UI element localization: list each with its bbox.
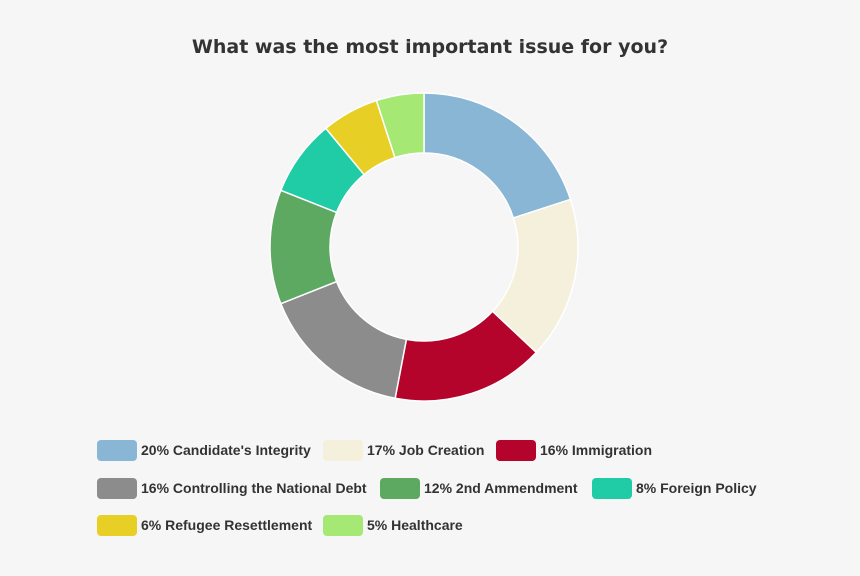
legend-label: 17% Job Creation [367,442,485,458]
chart-title: What was the most important issue for yo… [191,36,669,58]
legend-label: 6% Refugee Resettlement [141,517,313,533]
donut-slice-0[interactable] [423,92,572,219]
legend-item-job-creation[interactable]: 17% Job Creation [323,439,484,461]
legend-swatch [592,477,632,499]
legend-swatch [496,439,536,461]
legend-label: 16% Controlling the National Debt [141,480,367,496]
legend-item-immigration[interactable]: 16% Immigration [496,439,652,461]
legend-item-refugee-resettlement[interactable]: 6% Refugee Resettlement [97,514,312,536]
legend-label: 5% Healthcare [367,517,463,533]
legend-label: 16% Immigration [540,442,653,458]
legend-swatch [323,514,363,536]
legend-swatch [97,477,137,499]
donut-slice-7[interactable] [375,92,425,159]
donut-slice-3[interactable] [279,280,408,400]
legend-swatch [380,477,420,499]
legend-swatch [97,439,137,461]
legend-label: 8% Foreign Policy [636,480,757,496]
legend-item-2nd-amendment[interactable]: 12% 2nd Ammendment [380,477,578,499]
legend-item-national-debt[interactable]: 16% Controlling the National Debt [97,477,367,499]
legend-swatch [323,439,363,461]
legend-item-foreign-policy[interactable]: 8% Foreign Policy [592,477,757,499]
legend-swatch [97,514,137,536]
donut-chart [269,92,579,402]
legend-item-healthcare[interactable]: 5% Healthcare [323,514,463,536]
legend-label: 12% 2nd Ammendment [424,480,578,496]
legend-item-candidates-integrity[interactable]: 20% Candidate's Integrity [97,439,311,461]
legend-label: 20% Candidate's Integrity [141,442,311,458]
